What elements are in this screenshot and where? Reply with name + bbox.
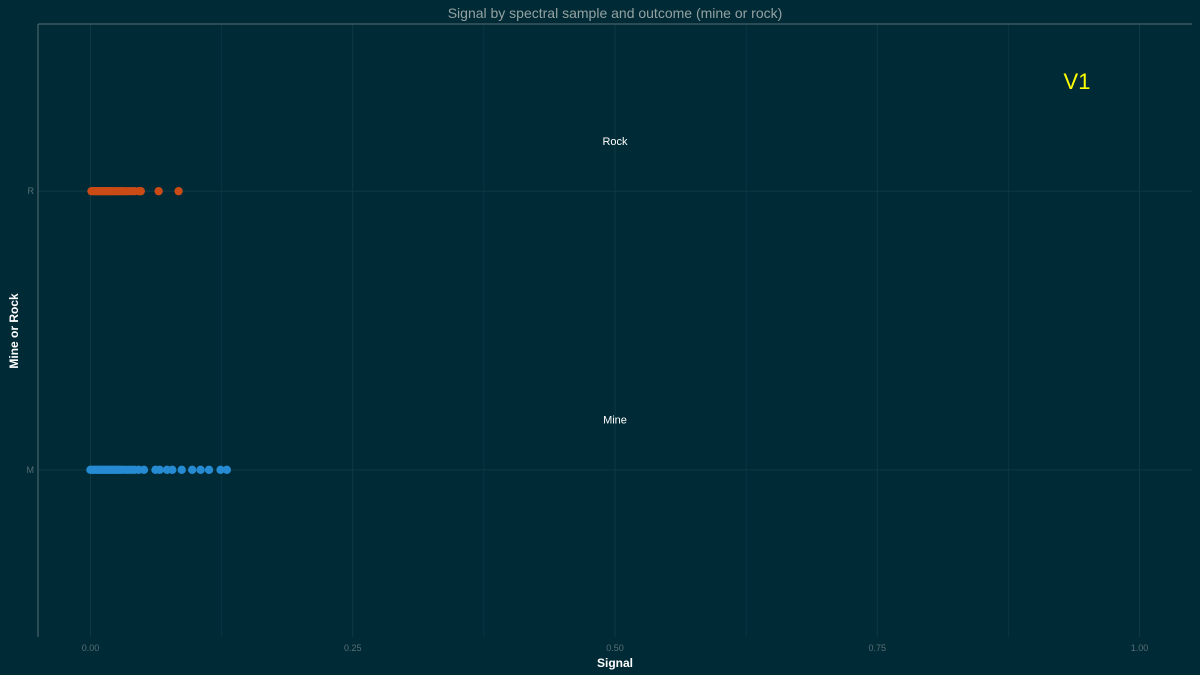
data-point	[196, 465, 205, 475]
x-tick-label: 0.75	[869, 643, 887, 653]
chart-title: Signal by spectral sample and outcome (m…	[448, 5, 783, 21]
annotation-label: Rock	[602, 136, 628, 148]
data-point	[168, 465, 177, 475]
data-point	[216, 465, 225, 475]
data-point	[222, 465, 232, 475]
data-point	[136, 186, 146, 196]
corner-label: V1	[1064, 69, 1091, 94]
x-tick-label: 0.00	[82, 643, 100, 653]
data-point	[177, 465, 186, 475]
data-point	[174, 186, 183, 196]
data-point	[155, 465, 164, 475]
y-tick-label: M	[27, 465, 35, 475]
x-tick-label: 1.00	[1131, 643, 1149, 653]
data-points	[86, 186, 232, 475]
annotation-label: Mine	[603, 415, 627, 427]
grid-lines	[38, 24, 1192, 637]
data-point	[154, 186, 163, 196]
y-tick-labels: MR	[27, 186, 35, 475]
data-point	[188, 465, 197, 475]
data-point	[139, 465, 149, 475]
y-tick-label: R	[28, 186, 35, 196]
x-tick-labels: 0.00 0.25 0.50 0.75 1.00	[82, 643, 1149, 653]
x-axis-label: Signal	[597, 656, 633, 670]
data-point	[204, 465, 214, 475]
x-tick-label: 0.25	[344, 643, 362, 653]
annotations: Rock Mine	[602, 136, 628, 427]
x-tick-label: 0.50	[606, 643, 624, 653]
y-axis-label: Mine or Rock	[7, 293, 21, 369]
